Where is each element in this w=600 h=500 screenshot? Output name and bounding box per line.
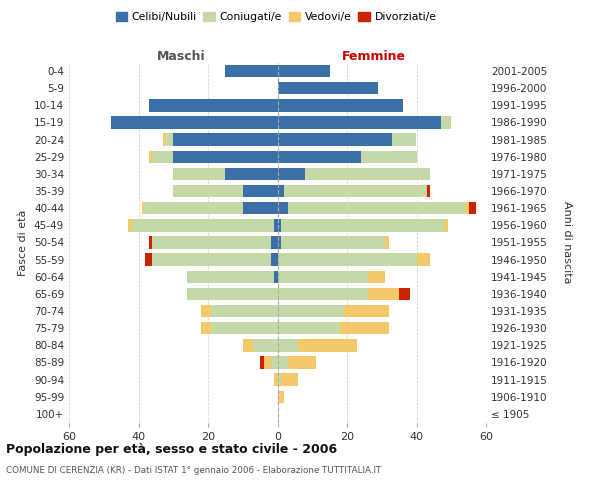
Bar: [201, 305, 211, 317]
Bar: [187, 270, 274, 283]
Bar: [152, 254, 271, 266]
Bar: [288, 202, 465, 214]
Bar: [226, 65, 277, 77]
Bar: [173, 168, 226, 180]
Bar: [271, 356, 277, 368]
Bar: [277, 150, 361, 163]
Bar: [277, 236, 281, 248]
Bar: [361, 150, 416, 163]
Bar: [152, 150, 173, 163]
Bar: [277, 254, 416, 266]
Bar: [277, 82, 378, 94]
Y-axis label: Fasce di età: Fasce di età: [19, 210, 28, 276]
Bar: [201, 322, 211, 334]
Bar: [243, 202, 277, 214]
Text: Popolazione per età, sesso e stato civile - 2006: Popolazione per età, sesso e stato civil…: [6, 442, 337, 456]
Bar: [281, 236, 385, 248]
Bar: [281, 219, 444, 232]
Bar: [277, 322, 340, 334]
Bar: [277, 219, 281, 232]
Bar: [298, 339, 358, 351]
Text: Maschi: Maschi: [157, 50, 206, 62]
Bar: [145, 254, 152, 266]
Bar: [277, 270, 368, 283]
Bar: [305, 168, 430, 180]
Bar: [469, 202, 476, 214]
Bar: [111, 116, 277, 128]
Bar: [416, 254, 430, 266]
Bar: [281, 374, 298, 386]
Bar: [368, 288, 399, 300]
Bar: [149, 236, 152, 248]
Bar: [260, 356, 263, 368]
Bar: [392, 134, 416, 146]
Bar: [277, 65, 329, 77]
Bar: [128, 219, 131, 232]
Bar: [277, 168, 305, 180]
Bar: [277, 356, 288, 368]
Bar: [277, 202, 288, 214]
Bar: [166, 134, 173, 146]
Bar: [173, 134, 277, 146]
Bar: [288, 356, 316, 368]
Bar: [211, 322, 277, 334]
Bar: [149, 99, 277, 112]
Bar: [465, 202, 469, 214]
Bar: [427, 185, 430, 197]
Bar: [274, 270, 277, 283]
Bar: [253, 339, 277, 351]
Bar: [368, 270, 385, 283]
Bar: [145, 202, 243, 214]
Bar: [277, 390, 284, 403]
Bar: [173, 150, 277, 163]
Bar: [277, 134, 392, 146]
Bar: [211, 305, 277, 317]
Bar: [385, 236, 389, 248]
Bar: [284, 185, 427, 197]
Bar: [131, 219, 274, 232]
Bar: [444, 219, 448, 232]
Bar: [226, 168, 277, 180]
Bar: [277, 374, 281, 386]
Bar: [163, 134, 166, 146]
Bar: [142, 202, 145, 214]
Bar: [441, 116, 451, 128]
Legend: Celibi/Nubili, Coniugati/e, Vedovi/e, Divorziati/e: Celibi/Nubili, Coniugati/e, Vedovi/e, Di…: [111, 8, 441, 27]
Bar: [277, 305, 344, 317]
Text: COMUNE DI CERENZIA (KR) - Dati ISTAT 1° gennaio 2006 - Elaborazione TUTTITALIA.I: COMUNE DI CERENZIA (KR) - Dati ISTAT 1° …: [6, 466, 382, 475]
Bar: [277, 339, 298, 351]
Bar: [274, 219, 277, 232]
Bar: [271, 254, 277, 266]
Bar: [187, 288, 277, 300]
Bar: [173, 185, 243, 197]
Bar: [152, 236, 271, 248]
Bar: [340, 322, 389, 334]
Bar: [277, 116, 441, 128]
Bar: [243, 339, 253, 351]
Bar: [149, 150, 152, 163]
Bar: [274, 374, 277, 386]
Bar: [399, 288, 410, 300]
Text: Femmine: Femmine: [341, 50, 406, 62]
Bar: [271, 236, 277, 248]
Bar: [263, 356, 271, 368]
Bar: [344, 305, 389, 317]
Y-axis label: Anni di nascita: Anni di nascita: [562, 201, 571, 284]
Bar: [277, 99, 403, 112]
Bar: [243, 185, 277, 197]
Bar: [277, 288, 368, 300]
Bar: [277, 185, 284, 197]
